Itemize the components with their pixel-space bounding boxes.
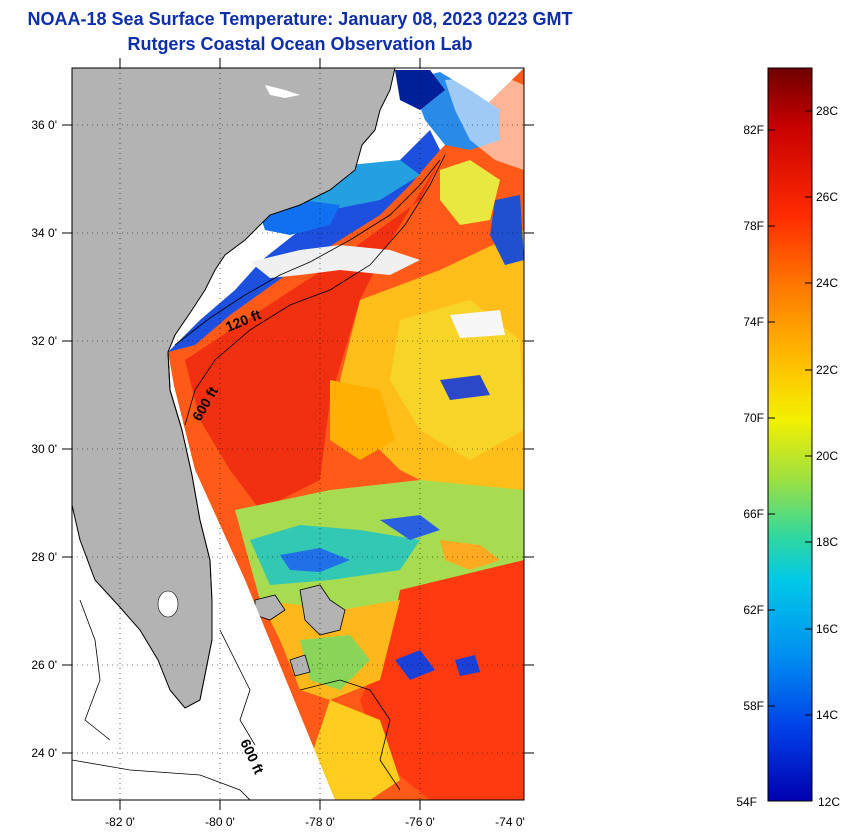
colorbar-f-label: 66F: [743, 507, 764, 521]
gulf-stream-band: [185, 160, 440, 510]
colorbar-f-label: 82F: [743, 123, 764, 137]
map-title: NOAA-18 Sea Surface Temperature: January…: [27, 9, 573, 29]
colorbar-c-label: 22C: [816, 363, 838, 377]
map-plot-area: [72, 68, 524, 800]
lat-label: 32 0': [31, 334, 57, 348]
lat-label: 28 0': [31, 550, 57, 564]
colorbar-f-label: 54F: [736, 795, 757, 809]
lat-label: 24 0': [31, 746, 57, 760]
lon-label: -80 0': [205, 815, 235, 829]
colorbar-c-label: 20C: [816, 449, 838, 463]
colorbar-f-label: 58F: [743, 699, 764, 713]
temperature-colorbar: [767, 67, 813, 802]
colorbar-c-label: 26C: [816, 190, 838, 204]
colorbar-c-label: 14C: [816, 708, 838, 722]
lon-label: -74 0': [495, 815, 525, 829]
lat-label: 36 0': [31, 118, 57, 132]
map-gridlines: [72, 68, 524, 800]
map-subtitle: Rutgers Coastal Ocean Observation Lab: [127, 34, 473, 54]
colorbar-c-label: 24C: [816, 276, 838, 290]
map-ticks: [62, 58, 534, 810]
lon-label: -78 0': [305, 815, 335, 829]
colorbar-c-label: 28C: [816, 104, 838, 118]
lat-label: 34 0': [31, 226, 57, 240]
map-frame: [71, 67, 525, 801]
colorbar-f-label: 70F: [743, 411, 764, 425]
lon-label: -76 0': [405, 815, 435, 829]
colorbar-f-label: 78F: [743, 219, 764, 233]
lon-label: -82 0': [105, 815, 135, 829]
sst-south-warm: [360, 560, 524, 800]
bahamas-islands: [299, 584, 346, 636]
colorbar-f-label: 62F: [743, 603, 764, 617]
lat-label: 26 0': [31, 658, 57, 672]
colorbar-c-label: 12C: [818, 795, 840, 809]
colorbar-f-label: 74F: [743, 315, 764, 329]
colorbar-ticks: [768, 110, 812, 716]
colorbar-c-label: 16C: [816, 622, 838, 636]
colorbar-c-label: 18C: [816, 535, 838, 549]
lat-label: 30 0': [31, 442, 57, 456]
cold-coastal-water: [168, 130, 440, 352]
contour-600ft: [184, 154, 446, 426]
contour-120ft: [174, 159, 441, 346]
